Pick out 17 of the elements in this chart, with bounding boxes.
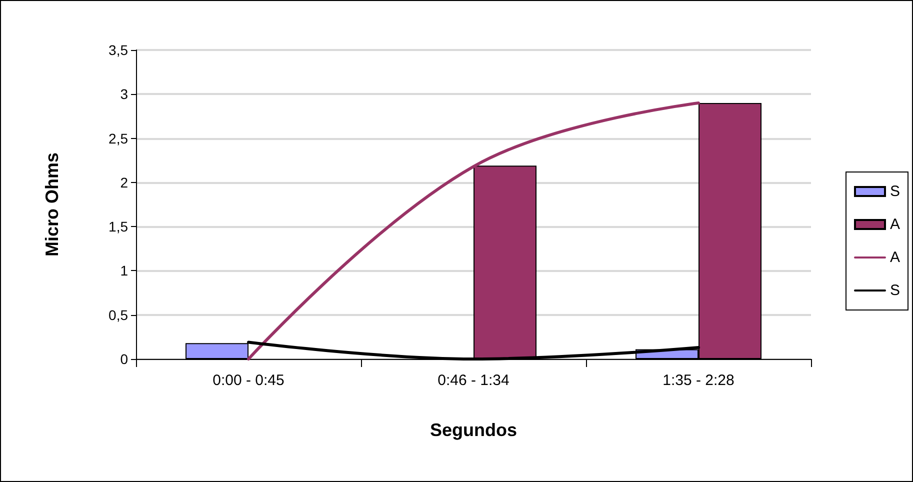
y-tick-label: 3 — [120, 86, 128, 102]
legend-label: A — [890, 249, 900, 266]
x-tick-label: 1:35 - 2:28 — [662, 372, 734, 389]
y-tick-label: 0,5 — [108, 306, 128, 323]
x-tick-label: 0:46 - 1:34 — [438, 372, 510, 389]
y-tick-label: 1 — [120, 262, 128, 279]
y-tick-label: 2 — [120, 174, 128, 190]
legend-label: S — [890, 183, 900, 200]
y-tick-label: 3,5 — [108, 42, 128, 58]
y-tick-label: 0 — [120, 351, 128, 367]
y-axis-title: Micro Ohms — [42, 152, 62, 257]
x-tick-label: 0:00 - 0:45 — [212, 372, 284, 389]
legend-label: S — [890, 282, 900, 299]
legend-label: A — [890, 216, 900, 233]
x-axis-title: Segundos — [430, 420, 518, 440]
y-tick-label: 1,5 — [108, 218, 128, 235]
y-tick-label: 2,5 — [108, 130, 128, 146]
